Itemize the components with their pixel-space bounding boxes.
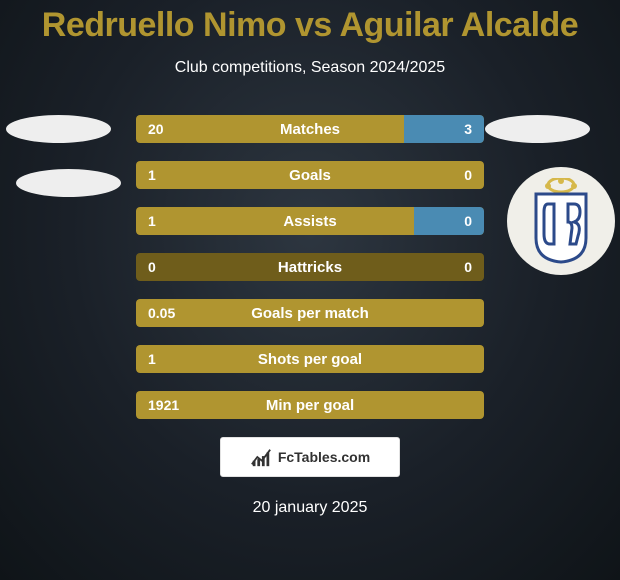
- right-team-placeholder: [485, 115, 590, 143]
- stat-row: 10Assists: [136, 207, 484, 235]
- footer-label: FcTables.com: [278, 449, 370, 465]
- stat-label: Goals: [136, 161, 484, 189]
- stat-row: 0.05Goals per match: [136, 299, 484, 327]
- left-team-placeholder-2: [16, 169, 121, 197]
- stat-row: 1Shots per goal: [136, 345, 484, 373]
- chart-icon: [250, 446, 272, 468]
- club-crest-icon: [526, 178, 596, 264]
- subtitle: Club competitions, Season 2024/2025: [0, 59, 620, 77]
- stats-area: 203Matches 10Goals 10Assists 00Hattricks 0.0…: [0, 115, 620, 419]
- stat-row: 203Matches: [136, 115, 484, 143]
- left-team-placeholder-1: [6, 115, 111, 143]
- footer-badge: FcTables.com: [220, 437, 400, 477]
- stat-row: 10Goals: [136, 161, 484, 189]
- page-title: Redruello Nimo vs Aguilar Alcalde: [0, 0, 620, 45]
- stat-label: Shots per goal: [136, 345, 484, 373]
- stat-label: Goals per match: [136, 299, 484, 327]
- right-club-badge: [507, 167, 615, 275]
- stat-label: Matches: [136, 115, 484, 143]
- stat-label: Hattricks: [136, 253, 484, 281]
- stat-label: Min per goal: [136, 391, 484, 419]
- stat-label: Assists: [136, 207, 484, 235]
- stat-row: 00Hattricks: [136, 253, 484, 281]
- stat-row: 1921Min per goal: [136, 391, 484, 419]
- stat-rows: 203Matches 10Goals 10Assists 00Hattricks 0.0…: [136, 115, 484, 419]
- date-label: 20 january 2025: [0, 499, 620, 517]
